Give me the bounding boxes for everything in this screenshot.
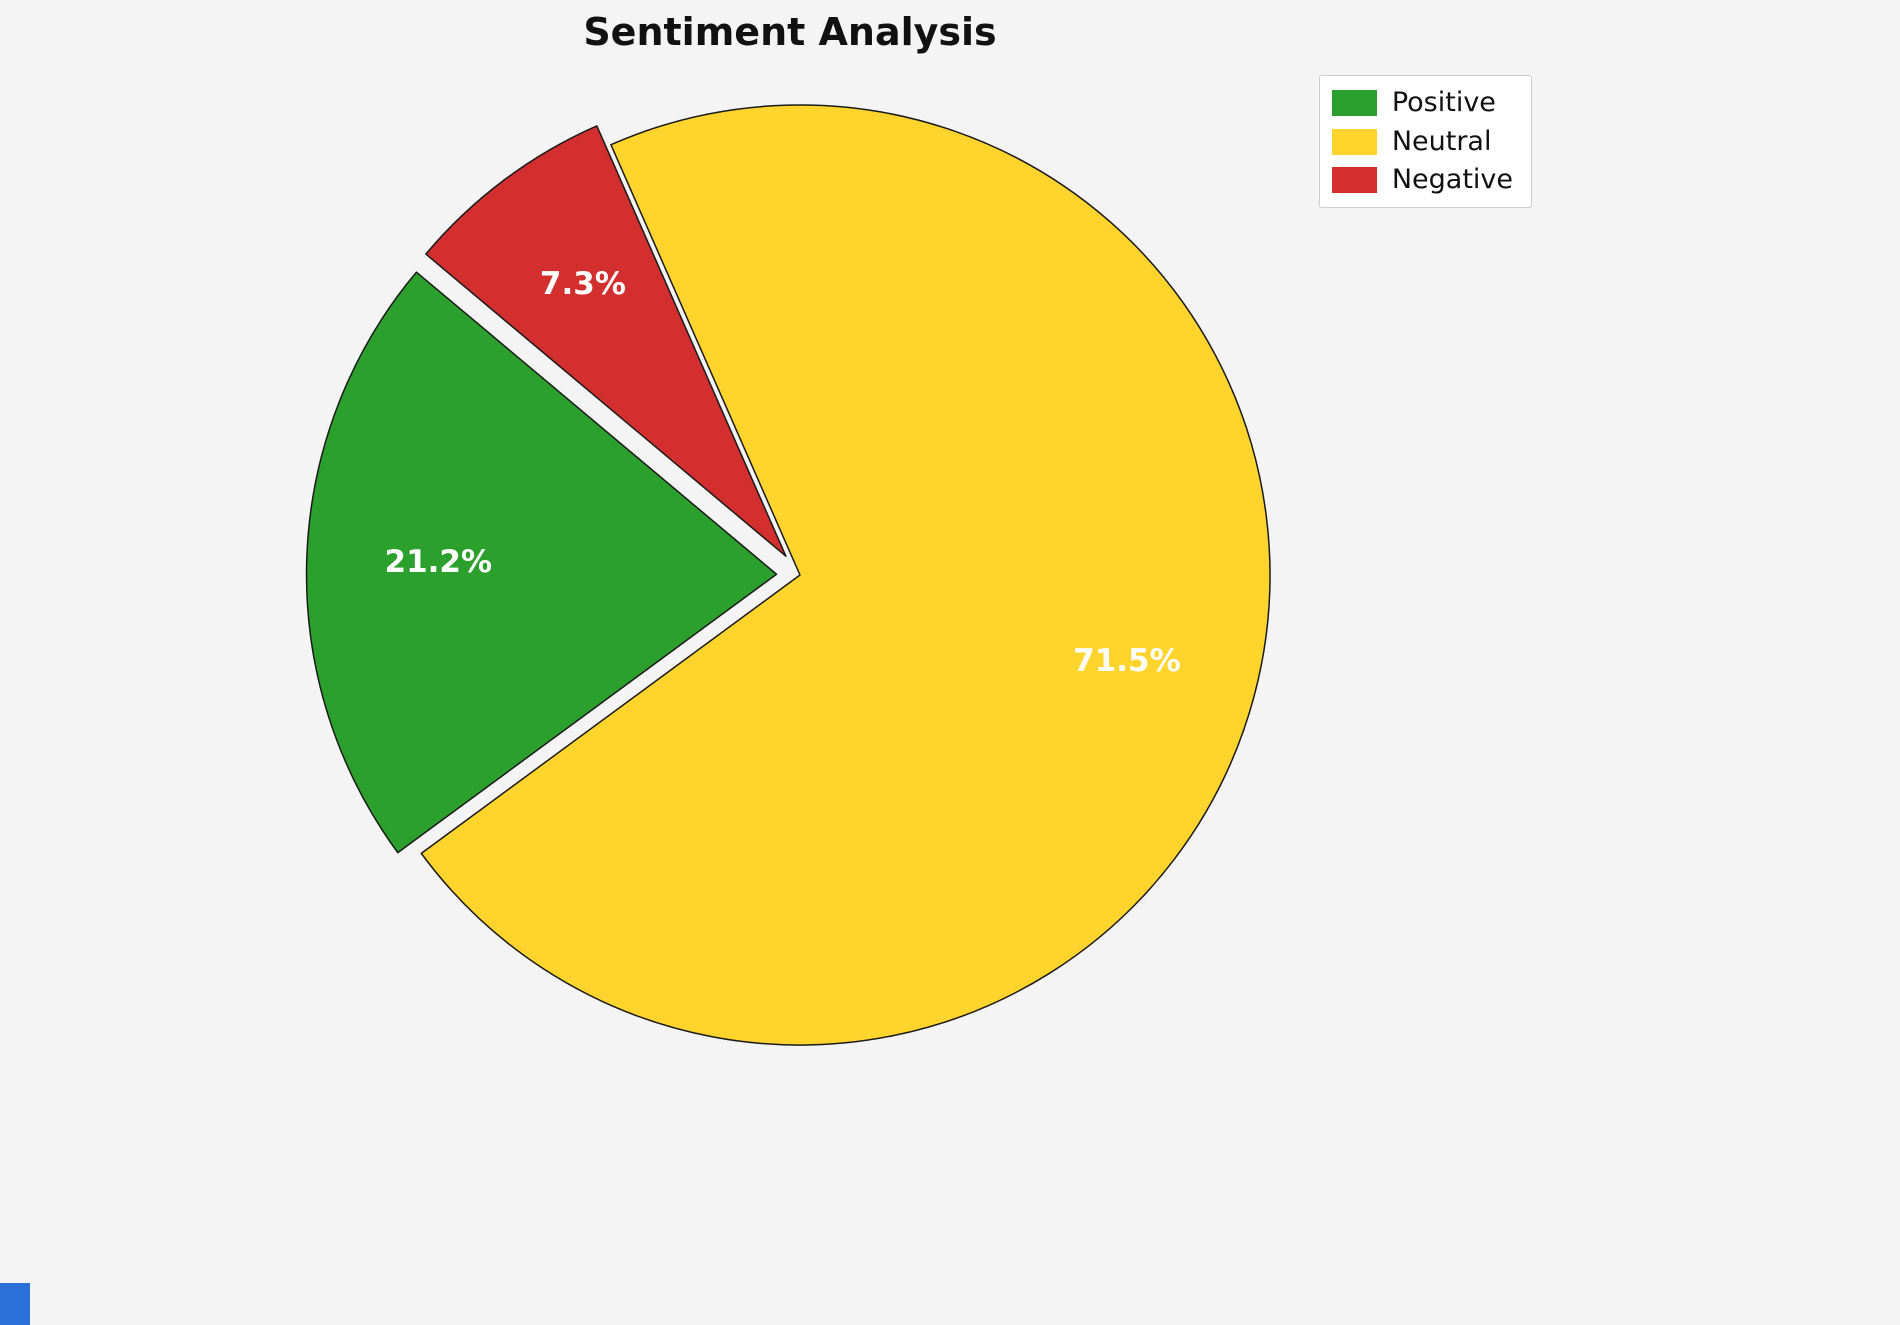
- pie-slice-positive: [305, 271, 778, 854]
- chart-title: Sentiment Analysis: [583, 10, 997, 54]
- legend-label: Positive: [1391, 87, 1496, 118]
- legend-label: Negative: [1391, 164, 1513, 196]
- legend-item-positive: Positive: [1331, 87, 1513, 118]
- corner-accent: [0, 1283, 30, 1325]
- legend: Positive Neutral Negative: [1318, 75, 1532, 209]
- legend-item-neutral: Neutral: [1331, 125, 1513, 157]
- pie-slice-negative: [425, 125, 787, 557]
- legend-label: Neutral: [1391, 125, 1492, 157]
- slice-label-neutral: 71.5%: [1073, 643, 1181, 679]
- legend-item-negative: Negative: [1331, 164, 1513, 196]
- pie-slice-neutral: [420, 104, 1271, 1046]
- legend-swatch-negative: [1331, 167, 1377, 194]
- slice-label-positive: 21.2%: [385, 544, 493, 580]
- legend-swatch-positive: [1331, 89, 1377, 116]
- slice-label-negative: 7.3%: [540, 266, 626, 302]
- legend-swatch-neutral: [1331, 128, 1377, 155]
